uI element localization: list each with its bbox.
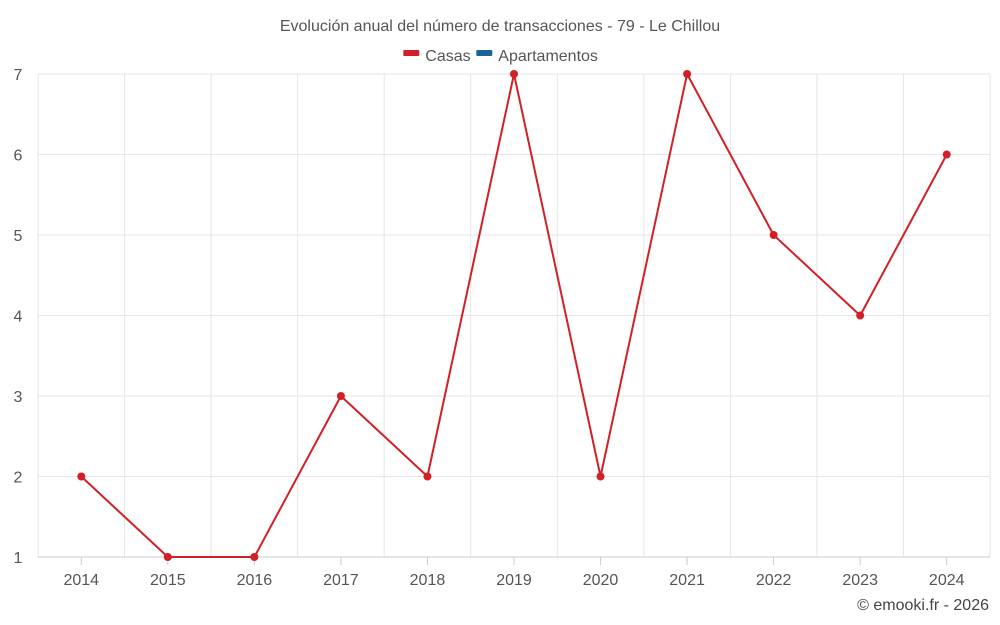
x-tick-label: 2016 <box>237 572 273 589</box>
credit-text: © emooki.fr - 2026 <box>857 597 989 614</box>
y-tick-label: 6 <box>14 148 23 165</box>
series-group <box>77 70 951 561</box>
x-tick-label: 2024 <box>929 572 965 589</box>
x-tick-label: 2015 <box>150 572 186 589</box>
y-axis: 1 2 3 4 5 6 7 <box>14 67 23 567</box>
x-tick-label: 2018 <box>410 572 446 589</box>
data-point-casas-2014[interactable] <box>77 472 86 481</box>
data-point-casas-2021[interactable] <box>683 70 692 78</box>
legend-swatch-apartamentos <box>476 50 493 56</box>
data-point-casas-2023[interactable] <box>856 311 865 320</box>
y-tick-label: 4 <box>14 309 23 326</box>
data-point-casas-2020[interactable] <box>596 472 605 481</box>
x-tick-label: 2023 <box>842 572 878 589</box>
y-tick-label: 5 <box>14 228 23 245</box>
chart-title: Evolución anual del número de transaccio… <box>280 18 720 35</box>
x-tick-label: 2019 <box>496 572 532 589</box>
data-point-casas-2018[interactable] <box>423 472 432 481</box>
y-tick-label: 1 <box>14 550 23 567</box>
data-point-casas-2022[interactable] <box>769 231 778 239</box>
data-point-casas-2017[interactable] <box>336 392 345 400</box>
data-point-casas-2016[interactable] <box>250 553 259 561</box>
legend-label-casas[interactable]: Casas <box>425 48 470 65</box>
x-tick-label: 2021 <box>669 572 705 589</box>
x-tick-label: 2014 <box>63 572 99 589</box>
legend: Casas Apartamentos <box>403 48 598 65</box>
legend-swatch-casas <box>403 50 420 56</box>
legend-label-apartamentos[interactable]: Apartamentos <box>498 48 598 65</box>
data-point-casas-2019[interactable] <box>510 70 518 78</box>
x-tick-label: 2022 <box>756 572 792 589</box>
x-tick-label: 2020 <box>583 572 619 589</box>
x-tick-label: 2017 <box>323 572 359 589</box>
y-tick-label: 2 <box>14 470 23 487</box>
data-point-casas-2024[interactable] <box>942 150 951 159</box>
x-axis: 2014 2015 2016 2017 2018 2019 2020 2021 2022 2023… <box>38 556 990 589</box>
y-tick-label: 7 <box>14 67 23 84</box>
grid <box>37 73 991 557</box>
data-point-casas-2015[interactable] <box>163 553 172 561</box>
y-tick-label: 3 <box>14 389 23 406</box>
